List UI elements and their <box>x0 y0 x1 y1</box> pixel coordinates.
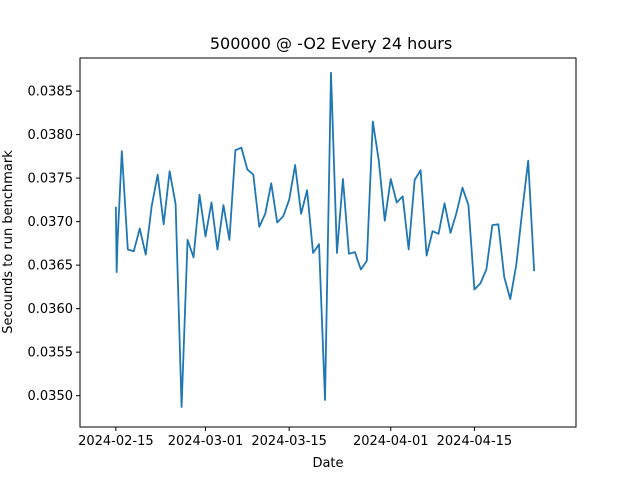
x-tick-label: 2024-02-15 <box>78 434 154 449</box>
x-tick-label: 2024-03-01 <box>168 434 244 449</box>
y-tick-label: 0.0360 <box>28 302 74 317</box>
x-tick-label: 2024-04-15 <box>437 434 513 449</box>
y-tick-label: 0.0380 <box>28 128 74 143</box>
chart-title: 500000 @ -O2 Every 24 hours <box>210 34 452 53</box>
y-axis: 0.0350 0.0355 0.0360 0.0365 0.0370 0.0375 0.03… <box>28 85 80 404</box>
y-tick-label: 0.0370 <box>28 215 74 230</box>
x-axis: 2024-02-15 2024-03-01 2024-03-15 2024-04-01… <box>78 427 512 449</box>
x-axis-title: Date <box>312 456 343 471</box>
y-tick-label: 0.0355 <box>28 346 74 361</box>
y-tick-label: 0.0350 <box>28 389 74 404</box>
y-axis-title: Secounds to run benchmark <box>1 150 16 334</box>
y-tick-label: 0.0385 <box>28 85 74 100</box>
y-tick-label: 0.0375 <box>28 172 74 187</box>
plot-frame <box>79 57 577 428</box>
y-tick-label: 0.0365 <box>28 259 74 274</box>
x-tick-label: 2024-03-15 <box>251 434 327 449</box>
x-tick-label: 2024-04-01 <box>353 434 429 449</box>
series-line <box>114 71 536 408</box>
